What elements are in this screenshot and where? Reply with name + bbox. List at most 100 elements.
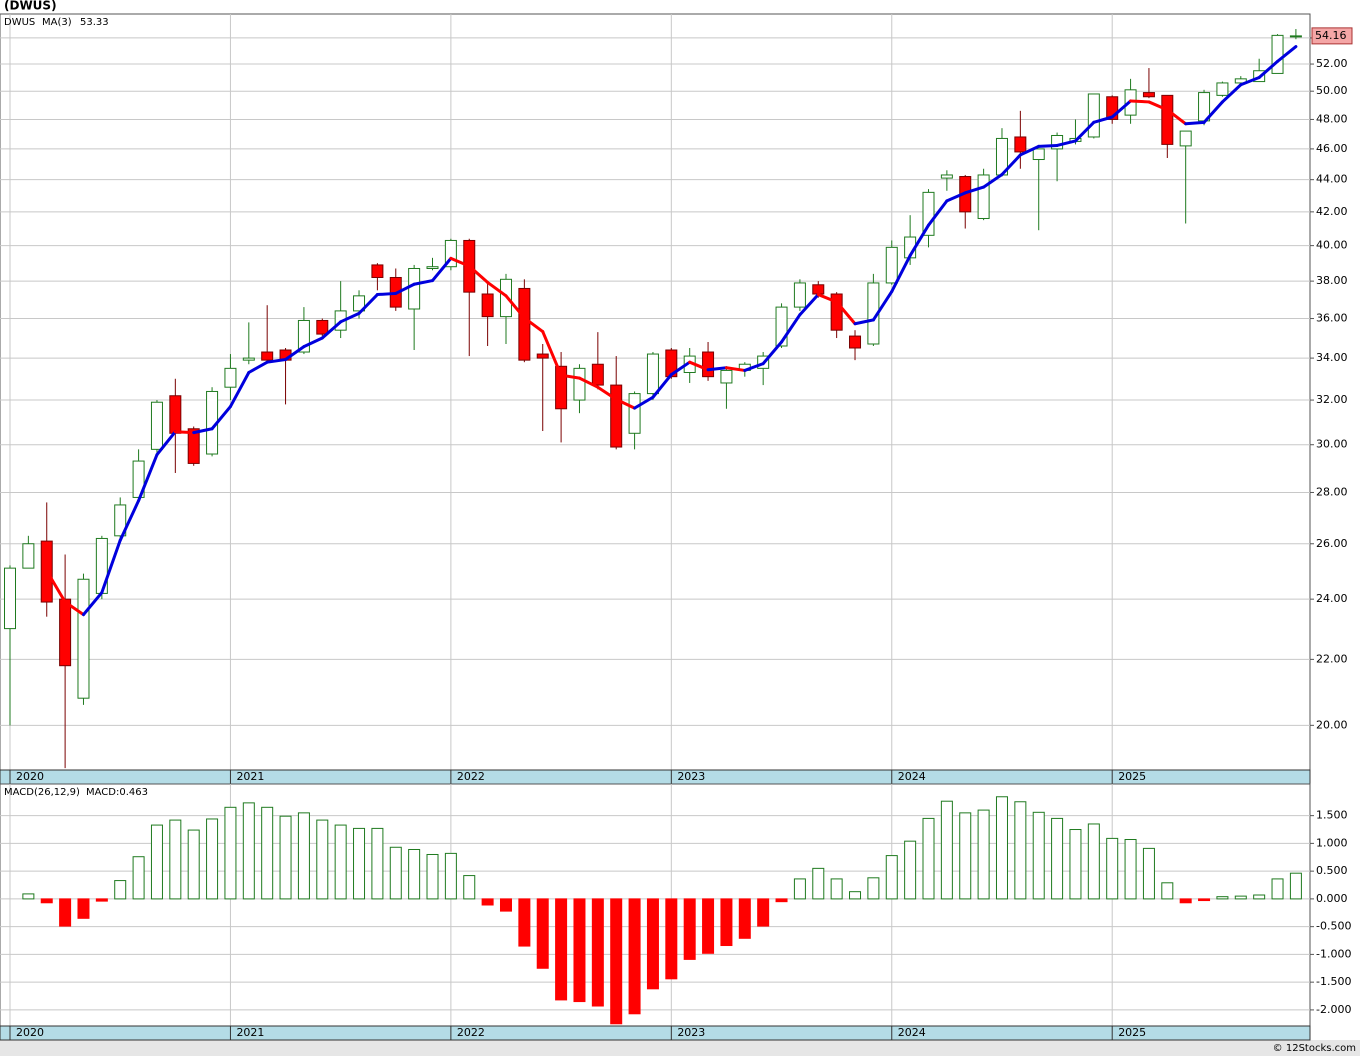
ma-line (486, 280, 508, 298)
ma-line (927, 199, 949, 227)
macd-bar (555, 898, 568, 1001)
ma-line (577, 376, 600, 389)
ma-line (265, 358, 288, 364)
macd-bar (683, 898, 696, 960)
ma-line (871, 290, 894, 322)
macd-bar (187, 829, 200, 900)
macd-bar (573, 898, 586, 1003)
ma-line (320, 320, 343, 340)
y-tick-label: 42.00 (1316, 205, 1348, 218)
candle-body (297, 319, 310, 353)
y-tick-label: 38.00 (1316, 274, 1348, 287)
x-tick-label: 2025 (1118, 1026, 1146, 1039)
macd-bar (1289, 872, 1302, 900)
y-tick-label: 26.00 (1316, 537, 1348, 550)
macd-bar (95, 898, 108, 902)
y-tick-label: -2.000 (1316, 1003, 1351, 1016)
ma-line (890, 254, 912, 294)
ma-line (81, 591, 104, 617)
macd-bar (206, 818, 219, 900)
macd-bar (59, 898, 72, 927)
ma-line (63, 600, 85, 617)
macd-bar (922, 817, 935, 900)
y-tick-label: 30.00 (1316, 438, 1348, 451)
x-tick-label: 2025 (1118, 770, 1146, 783)
macd-bar (885, 855, 898, 900)
y-tick-label: 24.00 (1316, 592, 1348, 605)
ma-line (137, 453, 159, 503)
ma-line (100, 538, 122, 595)
ma-line (780, 313, 802, 344)
candle-body (150, 401, 163, 450)
macd-bar (610, 898, 623, 1025)
macd-bar (77, 898, 90, 919)
macd-bar (224, 806, 237, 900)
candle-body (720, 369, 733, 384)
macd-bar (904, 840, 917, 900)
legend-ma-value: 53.33 (80, 17, 109, 28)
candle-body (371, 264, 384, 278)
y-tick-label: -1.000 (1316, 947, 1351, 960)
y-tick-label: 1.000 (1316, 836, 1348, 849)
ma-line (1110, 99, 1133, 119)
candle-body (187, 428, 200, 464)
candle-body (555, 365, 568, 410)
ma-line (118, 499, 141, 542)
macd-bar (279, 815, 292, 900)
ma-line (522, 316, 545, 334)
macd-bar (408, 848, 421, 900)
ma-line (761, 340, 784, 366)
candle-body (353, 295, 366, 312)
macd-bar (1142, 847, 1155, 900)
ma-line (724, 366, 747, 372)
candle-body (242, 357, 255, 361)
candle-body (536, 353, 549, 359)
x-tick-label: 2020 (16, 1026, 44, 1039)
ma-line (431, 256, 453, 283)
candle-body (114, 504, 127, 537)
macd-bar (316, 819, 329, 900)
candle-body (628, 393, 641, 434)
candle-body (426, 266, 439, 269)
last-price-box (1311, 27, 1353, 45)
x-tick-label: 2023 (677, 1026, 705, 1039)
macd-bar (132, 856, 145, 900)
candle-body (1106, 96, 1119, 120)
ma-line (633, 395, 655, 410)
ma-line (669, 360, 692, 377)
macd-bar (353, 827, 366, 900)
date-strip (0, 1025, 1311, 1041)
macd-bar (867, 877, 880, 900)
macd-bar (242, 802, 255, 900)
candle-body (1289, 35, 1302, 38)
candle-body (1032, 148, 1045, 161)
ma-line (302, 336, 324, 349)
macd-bar (849, 891, 862, 900)
candle-body (610, 384, 623, 448)
footer-bar (0, 1040, 1360, 1056)
ma-line (173, 430, 196, 435)
candle-body (793, 282, 806, 308)
y-tick-label: 52.00 (1316, 57, 1348, 70)
macd-bar (720, 898, 733, 947)
candle-body (830, 293, 843, 331)
macd-bar (150, 824, 163, 900)
macd-bar (1234, 895, 1247, 900)
ma-line (963, 185, 986, 195)
ma-line (853, 318, 875, 326)
ma-line (706, 366, 728, 372)
candle-body (518, 287, 531, 361)
ma-line (945, 191, 967, 203)
ma-line (1239, 75, 1261, 87)
macd-bar (738, 898, 751, 939)
ma-line (394, 282, 416, 295)
x-tick-label: 2021 (236, 1026, 264, 1039)
legend-ma: MA(3) (42, 17, 72, 28)
macd-bar (518, 898, 531, 947)
ma-line (816, 293, 839, 304)
candle-body (885, 246, 898, 284)
candle-body (316, 319, 329, 335)
ma-line (596, 385, 618, 401)
y-tick-label: 0.500 (1316, 864, 1348, 877)
